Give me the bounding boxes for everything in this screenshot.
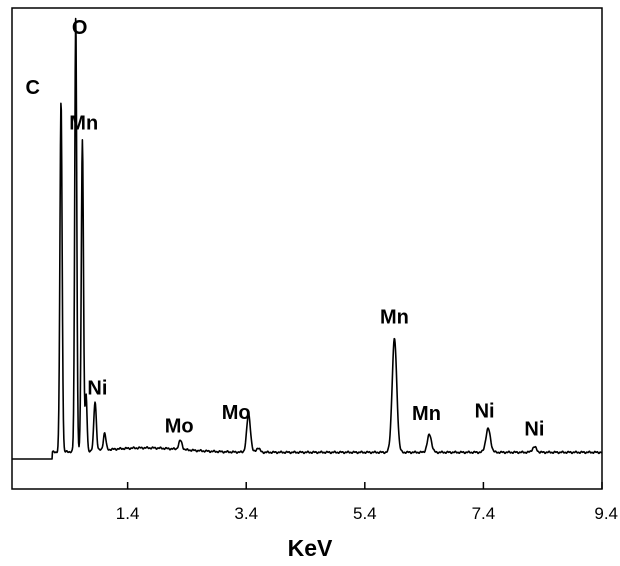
peak-labels: C O Mn Ni Mo Mo Mn Mn Ni Ni <box>26 17 545 440</box>
peak-label: Ni <box>475 401 495 423</box>
x-tick-label: 3.4 <box>234 504 258 523</box>
x-axis-tick-labels: 1.4 3.4 5.4 7.4 9.4 <box>116 504 618 523</box>
x-tick-label: 9.4 <box>594 504 618 523</box>
plot-frame <box>11 7 603 490</box>
x-axis-title: KeV <box>288 535 333 561</box>
peak-label: Mn <box>412 403 441 425</box>
peak-label: Mo <box>165 415 194 437</box>
peak-label: Ni <box>87 377 107 399</box>
peak-label: Mn <box>69 113 98 135</box>
x-tick-label: 7.4 <box>472 504 496 523</box>
peak-label: Mo <box>222 402 251 424</box>
x-axis-ticks <box>126 482 603 489</box>
x-tick-label: 1.4 <box>116 504 140 523</box>
x-tick-label: 5.4 <box>353 504 377 523</box>
peak-label: C <box>26 77 40 99</box>
peak-label: Ni <box>524 418 544 440</box>
spectrum-line <box>11 17 603 460</box>
peak-label: Mn <box>380 306 409 328</box>
peak-label: O <box>72 17 88 39</box>
